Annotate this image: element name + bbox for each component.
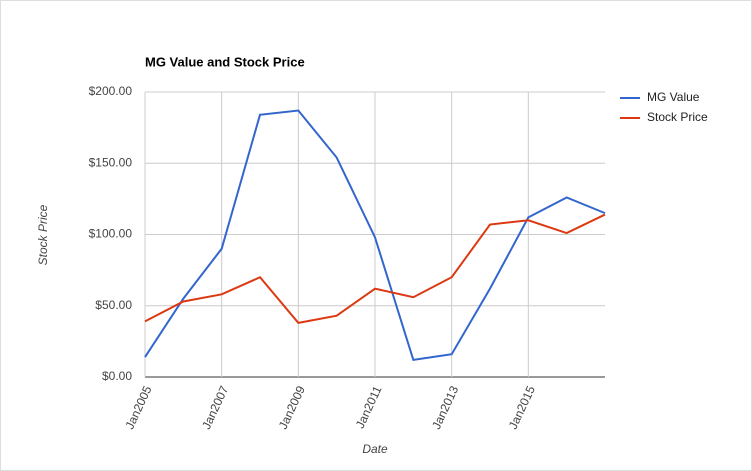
legend-label: Stock Price (647, 110, 708, 124)
y-tick-label: $0.00 (102, 369, 132, 383)
y-tick-label: $50.00 (95, 298, 132, 312)
x-axis-title: Date (362, 442, 388, 456)
y-axis-title: Stock Price (36, 204, 50, 265)
legend-label: MG Value (647, 90, 700, 104)
line-series (144, 213, 606, 324)
chart-title: MG Value and Stock Price (145, 54, 305, 69)
y-tick-label: $150.00 (89, 155, 133, 169)
line-series (144, 109, 606, 362)
y-tick-label: $200.00 (89, 84, 133, 98)
y-tick-label: $100.00 (89, 227, 133, 241)
